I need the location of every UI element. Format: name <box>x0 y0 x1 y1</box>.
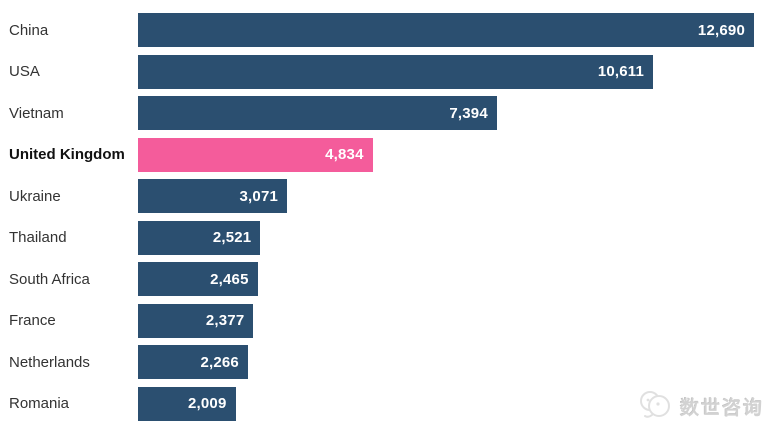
category-label: South Africa <box>9 270 90 288</box>
bar: 10,611 <box>138 54 654 89</box>
bar-row: China 12,690 <box>0 13 782 47</box>
category-label: Netherlands <box>9 353 90 371</box>
category-label: Romania <box>9 395 70 412</box>
category-label: United Kingdom <box>9 146 125 163</box>
bar-row-highlighted: United Kingdom 4,834 <box>0 137 782 172</box>
value-label: 2,377 <box>205 312 245 329</box>
bar: 3,071 <box>138 179 288 213</box>
bar-row: France 2,377 <box>0 303 782 338</box>
bar-track: 2,465 <box>138 262 754 296</box>
bar-row: Ukraine 3,071 <box>0 179 782 213</box>
bar: 2,266 <box>138 345 248 379</box>
value-label: 4,834 <box>325 146 364 163</box>
bar-track: 2,377 <box>138 303 754 338</box>
category-label: France <box>9 312 56 329</box>
category-label: Vietnam <box>9 104 64 122</box>
value-label: 2,266 <box>200 353 239 371</box>
bar-track: 7,394 <box>138 96 754 130</box>
bar-row: Netherlands 2,266 <box>0 345 782 379</box>
bar-track: 2,266 <box>138 345 754 379</box>
bar: 12,690 <box>138 13 754 47</box>
bar: 2,009 <box>138 386 236 421</box>
bar-track: 3,071 <box>138 179 754 213</box>
value-label: 2,465 <box>210 270 249 288</box>
value-label: 7,394 <box>449 104 488 122</box>
value-label: 10,611 <box>597 63 645 80</box>
category-label: Ukraine <box>9 187 61 205</box>
bar: 2,377 <box>138 303 254 338</box>
category-label: USA <box>9 63 40 80</box>
category-label: China <box>9 21 49 39</box>
value-label: 2,009 <box>187 395 227 412</box>
bar-row: Vietnam 7,394 <box>0 96 782 130</box>
bar-highlighted: 4,834 <box>138 137 373 172</box>
category-label: Thailand <box>9 229 67 246</box>
value-label: 3,071 <box>239 187 279 205</box>
bar-row: Romania 2,009 <box>0 386 782 421</box>
bar-track: 12,690 <box>138 13 754 47</box>
bar: 2,521 <box>138 220 261 255</box>
bar: 2,465 <box>138 262 258 296</box>
value-label: 12,690 <box>697 21 745 39</box>
bar-track: 10,611 <box>138 54 754 89</box>
bar-track: 2,521 <box>138 220 754 255</box>
bar-row: South Africa 2,465 <box>0 262 782 296</box>
bar-row: USA 10,611 <box>0 54 782 89</box>
value-label: 2,521 <box>212 229 252 246</box>
bar-track: 4,834 <box>138 137 754 172</box>
bar-row: Thailand 2,521 <box>0 220 782 255</box>
bar-track: 2,009 <box>138 386 754 421</box>
bar: 7,394 <box>138 96 497 130</box>
